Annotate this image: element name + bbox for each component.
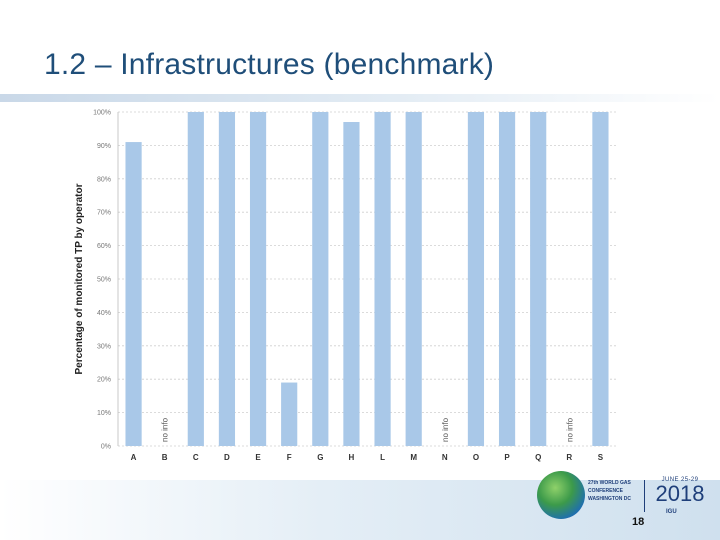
page-number: 18 [632, 516, 645, 528]
y-tick-label: 80% [97, 176, 111, 183]
bar-o [467, 112, 485, 446]
y-tick-label: 10% [97, 410, 111, 417]
y-axis-label: Percentage of monitored TP by operator [74, 183, 85, 374]
logo-line-2: CONFERENCE [588, 488, 624, 494]
logo-line-3: WASHINGTON DC [588, 496, 631, 502]
footer-band [0, 480, 720, 540]
bar-a [125, 142, 142, 446]
x-tick-label: Q [535, 453, 541, 462]
y-tick-label: 100% [93, 110, 111, 117]
y-tick-label: 50% [97, 277, 111, 284]
x-tick-label: L [380, 453, 385, 462]
x-tick-label: D [224, 453, 230, 462]
logo-line-1: 27th WORLD GAS [588, 480, 631, 486]
bar-l [374, 112, 391, 446]
x-tick-label: B [162, 453, 168, 462]
no-info-annotation: no info [161, 417, 170, 442]
x-tick-label: E [255, 453, 261, 462]
no-info-annotation: no info [565, 417, 574, 442]
bar-q [530, 112, 547, 446]
bar-chart: 0% 10% 20% 30% 40% 50% 60% 70% 80% 90% 100% Percent… [74, 110, 616, 462]
x-tick-label: M [410, 453, 417, 462]
bar-s [592, 112, 609, 446]
x-tick-label: N [442, 453, 448, 462]
y-tick-label: 0% [101, 444, 111, 451]
bar-h [343, 122, 360, 447]
bar-f [281, 382, 298, 446]
x-tick-label: O [473, 453, 479, 462]
x-tick-label: G [317, 453, 323, 462]
logo-dates-text: JUNE 25-29 [661, 477, 699, 483]
x-tick-label: S [598, 453, 604, 462]
no-info-annotation: no info [441, 417, 450, 442]
title-underline [0, 94, 720, 102]
x-tick-label: R [566, 453, 572, 462]
logo-year: 2018 [655, 481, 705, 506]
y-tick-label: 60% [97, 243, 111, 250]
x-tick-label: C [193, 453, 199, 462]
bar-p [498, 112, 516, 446]
igu-logo-text: IGU [666, 509, 677, 515]
y-tick-label: 70% [97, 210, 111, 217]
x-tick-label: H [349, 453, 355, 462]
logo-divider [644, 480, 645, 512]
bar-m [405, 112, 422, 446]
conference-dates: JUNE 25-29 2018 [644, 477, 716, 505]
bar-d [218, 112, 236, 446]
y-tick-label: 20% [97, 377, 111, 384]
y-tick-label: 90% [97, 143, 111, 150]
globe-logo-icon [537, 471, 585, 519]
bar-c [187, 112, 204, 446]
conference-logo-text: 27th WORLD GAS CONFERENCE WASHINGTON DC [588, 479, 644, 503]
x-tick-label: A [131, 453, 137, 462]
x-tick-label: F [287, 453, 292, 462]
y-tick-label: 40% [97, 310, 111, 317]
x-tick-label: P [504, 453, 510, 462]
bar-e [249, 112, 267, 446]
y-tick-label: 30% [97, 343, 111, 350]
slide-title: 1.2 – Infrastructures (benchmark) [44, 48, 495, 81]
bar-g [312, 112, 329, 446]
